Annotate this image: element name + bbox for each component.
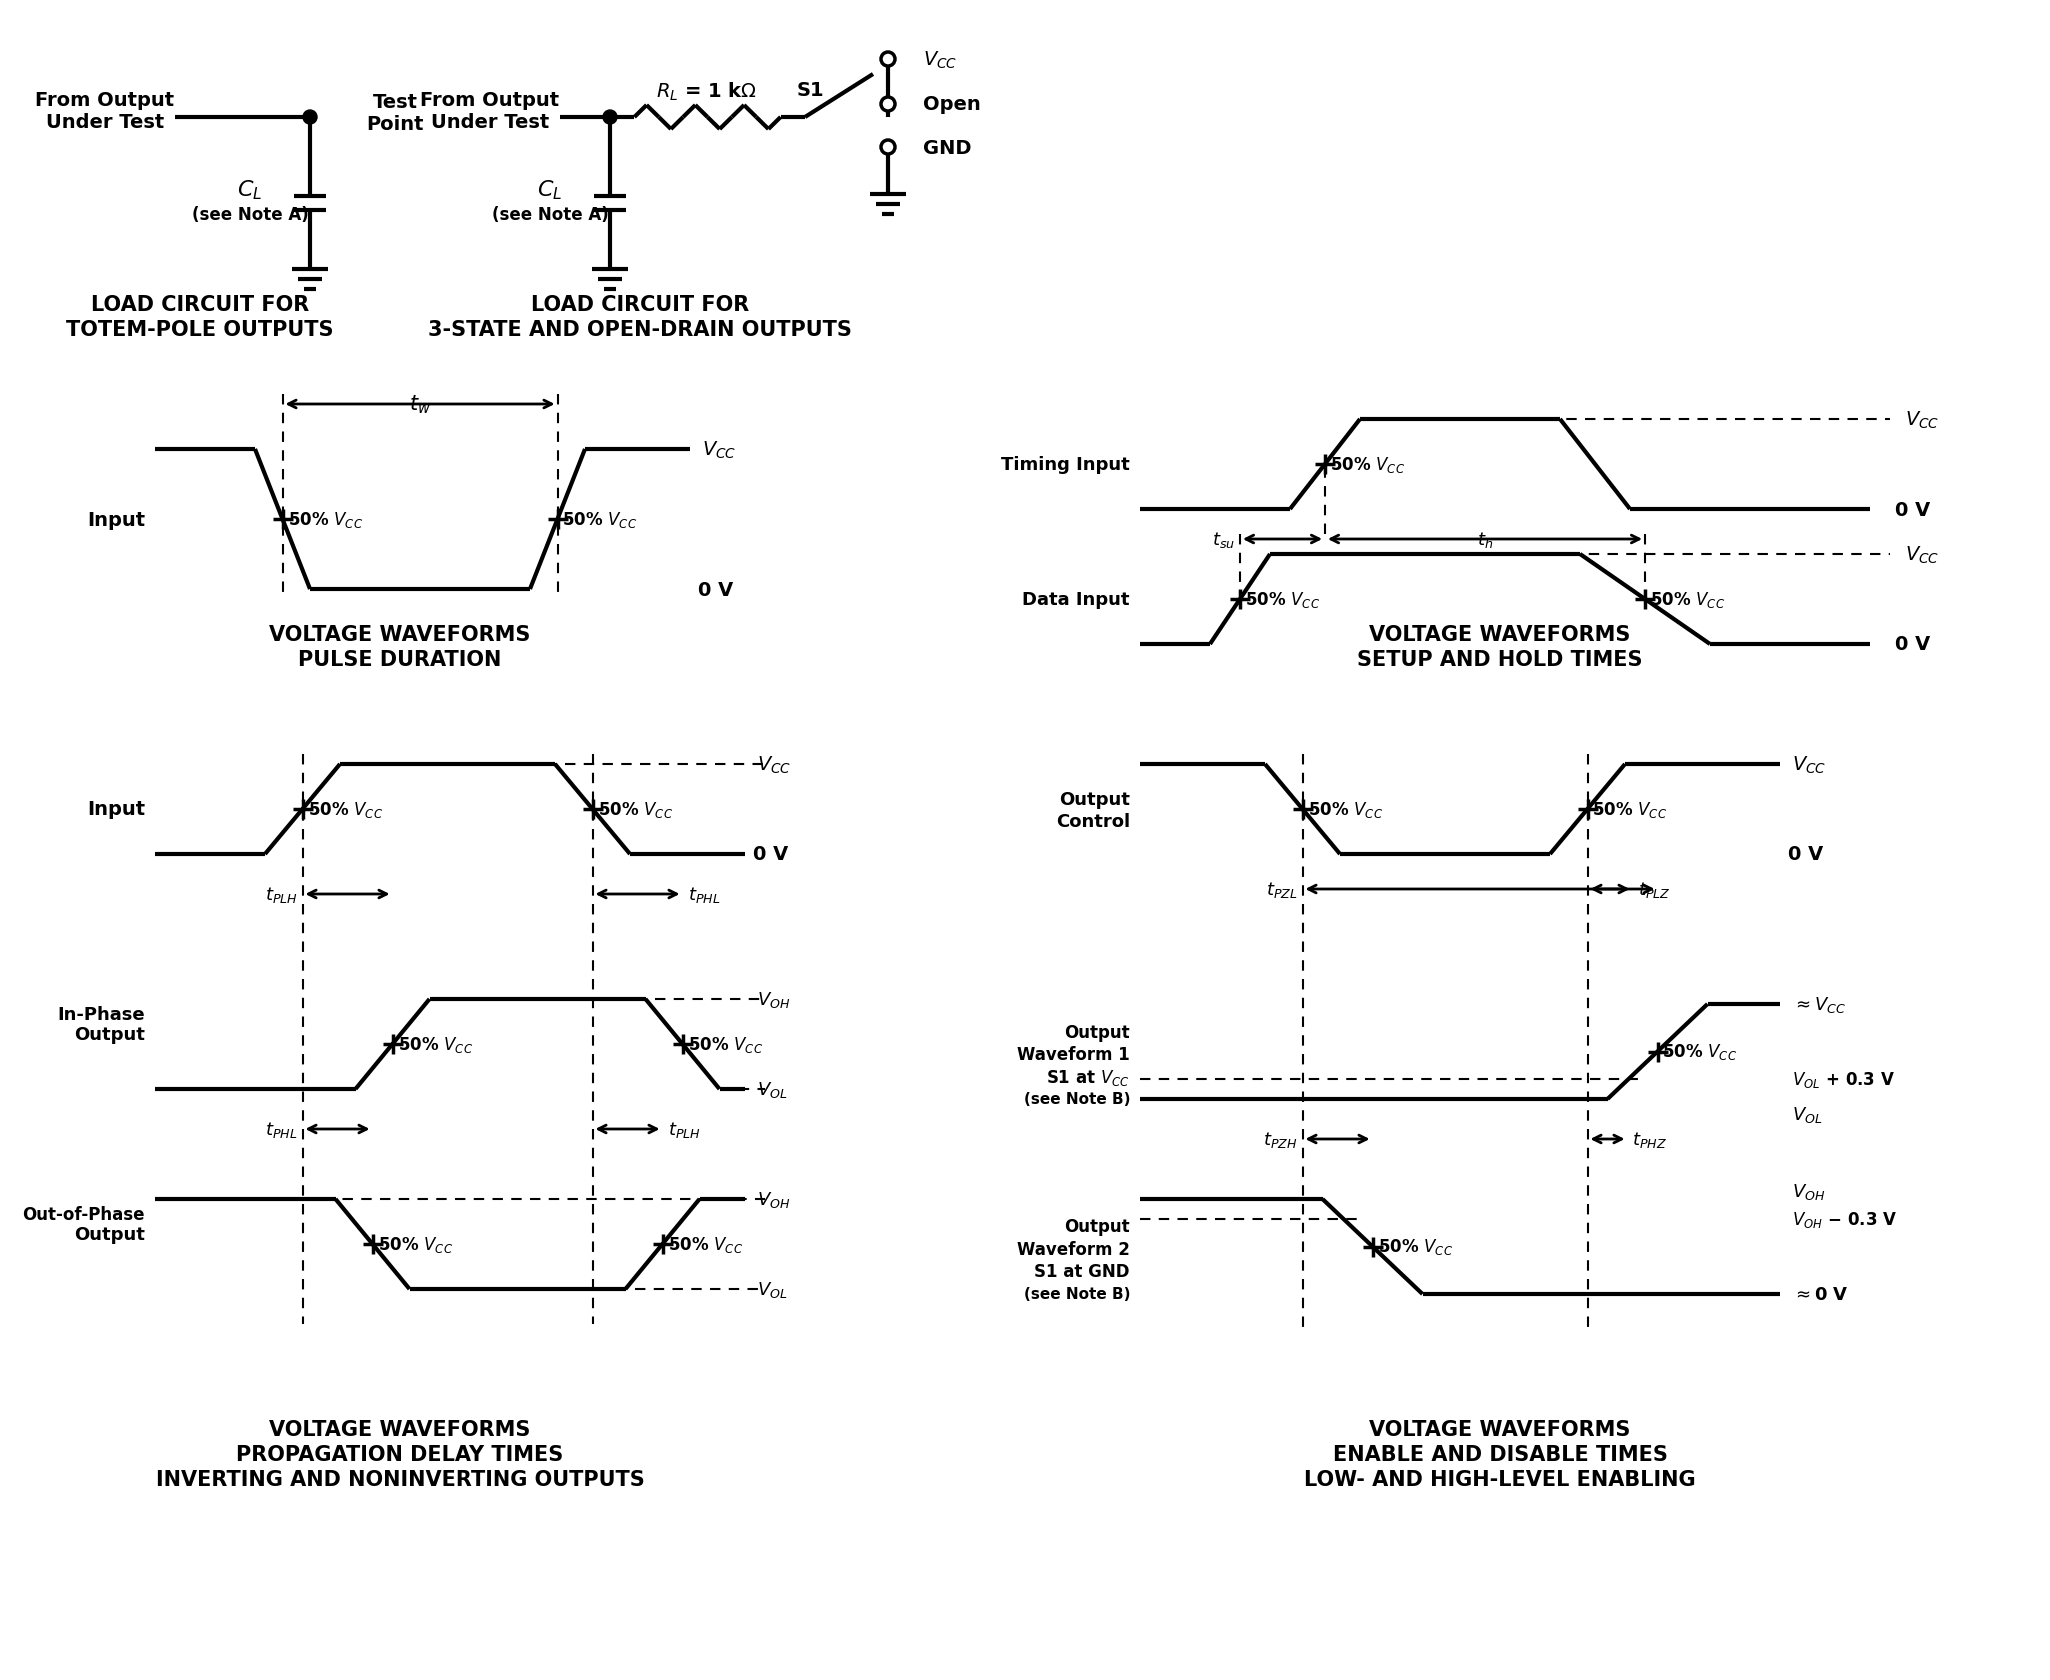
Text: In-Phase: In-Phase <box>57 1005 146 1023</box>
Text: Data Input: Data Input <box>1023 591 1130 608</box>
Text: $t_w$: $t_w$ <box>408 393 430 417</box>
Text: From Output: From Output <box>420 91 560 109</box>
Text: $t_{PHZ}$: $t_{PHZ}$ <box>1632 1129 1667 1149</box>
Text: (see Note B): (see Note B) <box>1023 1287 1130 1302</box>
Text: $V_{OH}$: $V_{OH}$ <box>1792 1181 1824 1201</box>
Text: 50% $V_{CC}$: 50% $V_{CC}$ <box>1593 800 1667 820</box>
Text: $V_{OL}$: $V_{OL}$ <box>1792 1104 1822 1124</box>
Text: LOW- AND HIGH-LEVEL ENABLING: LOW- AND HIGH-LEVEL ENABLING <box>1304 1468 1695 1488</box>
Text: S1: S1 <box>795 81 824 99</box>
Text: 3-STATE AND OPEN-DRAIN OUTPUTS: 3-STATE AND OPEN-DRAIN OUTPUTS <box>428 319 853 339</box>
Text: Input: Input <box>86 800 146 820</box>
Text: $\approx$0 V: $\approx$0 V <box>1792 1285 1849 1304</box>
Text: Input: Input <box>86 511 146 529</box>
Text: Open: Open <box>922 96 980 114</box>
Text: $t_{su}$: $t_{su}$ <box>1212 529 1234 549</box>
Text: $t_{PLH}$: $t_{PLH}$ <box>264 884 297 904</box>
Text: TOTEM-POLE OUTPUTS: TOTEM-POLE OUTPUTS <box>66 319 334 339</box>
Text: 0 V: 0 V <box>697 580 734 600</box>
Text: $V_{CC}$: $V_{CC}$ <box>1904 410 1939 430</box>
Text: 50% $V_{CC}$: 50% $V_{CC}$ <box>1378 1236 1453 1257</box>
Text: VOLTAGE WAVEFORMS: VOLTAGE WAVEFORMS <box>269 625 531 645</box>
Text: $V_{CC}$: $V_{CC}$ <box>1792 754 1827 774</box>
Text: VOLTAGE WAVEFORMS: VOLTAGE WAVEFORMS <box>1369 1420 1630 1440</box>
Text: $t_{PHL}$: $t_{PHL}$ <box>687 884 720 904</box>
Text: $t_{PZH}$: $t_{PZH}$ <box>1263 1129 1298 1149</box>
Text: Waveform 1: Waveform 1 <box>1017 1047 1130 1063</box>
Text: $V_{OH}$ − 0.3 V: $V_{OH}$ − 0.3 V <box>1792 1210 1898 1230</box>
Text: 50% $V_{CC}$: 50% $V_{CC}$ <box>377 1235 453 1255</box>
Text: PROPAGATION DELAY TIMES: PROPAGATION DELAY TIMES <box>236 1445 564 1465</box>
Text: $R_L$ = 1 k$\Omega$: $R_L$ = 1 k$\Omega$ <box>656 81 758 102</box>
Text: Timing Input: Timing Input <box>1000 455 1130 474</box>
Circle shape <box>882 141 896 155</box>
Text: 0 V: 0 V <box>1788 845 1822 864</box>
Text: From Output: From Output <box>35 91 174 109</box>
Text: $V_{OL}$ + 0.3 V: $V_{OL}$ + 0.3 V <box>1792 1070 1894 1089</box>
Text: $t_{PLH}$: $t_{PLH}$ <box>668 1119 701 1139</box>
Text: 50% $V_{CC}$: 50% $V_{CC}$ <box>597 800 672 820</box>
Text: SETUP AND HOLD TIMES: SETUP AND HOLD TIMES <box>1357 650 1642 670</box>
Text: ENABLE AND DISABLE TIMES: ENABLE AND DISABLE TIMES <box>1332 1445 1667 1465</box>
Text: Point: Point <box>367 116 424 134</box>
Text: 0 V: 0 V <box>1894 501 1931 519</box>
Text: $V_{CC}$: $V_{CC}$ <box>922 49 957 71</box>
Text: Out-of-Phase: Out-of-Phase <box>23 1205 146 1223</box>
Text: 0 V: 0 V <box>752 845 789 864</box>
Text: Waveform 2: Waveform 2 <box>1017 1242 1130 1258</box>
Text: 50% $V_{CC}$: 50% $V_{CC}$ <box>687 1035 763 1055</box>
Text: LOAD CIRCUIT FOR: LOAD CIRCUIT FOR <box>531 294 748 314</box>
Text: $t_{PZL}$: $t_{PZL}$ <box>1267 879 1298 899</box>
Text: Under Test: Under Test <box>430 113 549 131</box>
Text: (see Note A): (see Note A) <box>191 207 308 223</box>
Text: $C_L$: $C_L$ <box>238 178 262 202</box>
Text: Output: Output <box>74 1025 146 1043</box>
Text: VOLTAGE WAVEFORMS: VOLTAGE WAVEFORMS <box>269 1420 531 1440</box>
Text: 50% $V_{CC}$: 50% $V_{CC}$ <box>1330 455 1404 475</box>
Text: 0 V: 0 V <box>1894 635 1931 654</box>
Text: $C_L$: $C_L$ <box>537 178 562 202</box>
Text: $V_{OL}$: $V_{OL}$ <box>756 1079 787 1099</box>
Circle shape <box>882 97 896 113</box>
Text: $V_{CC}$: $V_{CC}$ <box>701 438 736 460</box>
Text: Test: Test <box>373 94 418 113</box>
Text: Under Test: Under Test <box>45 113 164 131</box>
Text: Output: Output <box>1060 791 1130 808</box>
Text: Control: Control <box>1056 813 1130 830</box>
Text: LOAD CIRCUIT FOR: LOAD CIRCUIT FOR <box>90 294 310 314</box>
Text: 50% $V_{CC}$: 50% $V_{CC}$ <box>1663 1042 1738 1062</box>
Text: $t_{PHL}$: $t_{PHL}$ <box>264 1119 297 1139</box>
Text: 50% $V_{CC}$: 50% $V_{CC}$ <box>668 1235 742 1255</box>
Circle shape <box>603 111 617 124</box>
Text: Output: Output <box>74 1225 146 1243</box>
Text: Output: Output <box>1064 1218 1130 1236</box>
Text: INVERTING AND NONINVERTING OUTPUTS: INVERTING AND NONINVERTING OUTPUTS <box>156 1468 644 1488</box>
Text: (see Note B): (see Note B) <box>1023 1092 1130 1107</box>
Text: 50% $V_{CC}$: 50% $V_{CC}$ <box>398 1035 474 1055</box>
Text: $V_{CC}$: $V_{CC}$ <box>756 754 791 774</box>
Text: $\approx$$V_{CC}$: $\approx$$V_{CC}$ <box>1792 995 1845 1015</box>
Text: 50% $V_{CC}$: 50% $V_{CC}$ <box>1244 590 1320 610</box>
Text: S1 at GND: S1 at GND <box>1035 1263 1130 1280</box>
Circle shape <box>303 111 318 124</box>
Text: 50% $V_{CC}$: 50% $V_{CC}$ <box>1308 800 1382 820</box>
Text: S1 at $V_{CC}$: S1 at $V_{CC}$ <box>1046 1067 1130 1087</box>
Text: $V_{OH}$: $V_{OH}$ <box>756 1189 791 1210</box>
Text: 50% $V_{CC}$: 50% $V_{CC}$ <box>562 509 638 529</box>
Text: 50% $V_{CC}$: 50% $V_{CC}$ <box>308 800 383 820</box>
Text: (see Note A): (see Note A) <box>492 207 609 223</box>
Text: $V_{OL}$: $V_{OL}$ <box>756 1278 787 1299</box>
Text: Output: Output <box>1064 1023 1130 1042</box>
Text: VOLTAGE WAVEFORMS: VOLTAGE WAVEFORMS <box>1369 625 1630 645</box>
Text: PULSE DURATION: PULSE DURATION <box>299 650 502 670</box>
Circle shape <box>882 54 896 67</box>
Text: $t_{PLZ}$: $t_{PLZ}$ <box>1638 879 1671 899</box>
Text: $V_{CC}$: $V_{CC}$ <box>1904 544 1939 564</box>
Text: $V_{OH}$: $V_{OH}$ <box>756 990 791 1010</box>
Text: 50% $V_{CC}$: 50% $V_{CC}$ <box>287 509 363 529</box>
Text: $t_h$: $t_h$ <box>1476 529 1492 549</box>
Text: GND: GND <box>922 138 972 158</box>
Text: 50% $V_{CC}$: 50% $V_{CC}$ <box>1650 590 1726 610</box>
